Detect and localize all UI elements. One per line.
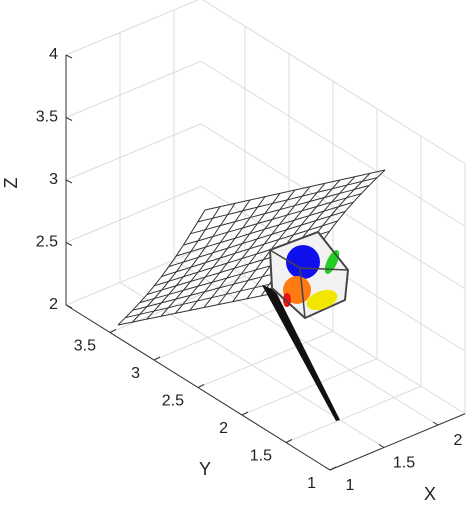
blue-ball bbox=[286, 245, 320, 279]
z-tick-label: 4 bbox=[49, 46, 58, 63]
labels: 2 2.5 3 3.5 4 1 1.5 2 2.5 3 3.5 1 1.5 2 Z Y X bbox=[1, 46, 463, 504]
tick-mark bbox=[65, 242, 73, 246]
tick-mark bbox=[285, 439, 293, 443]
z-tick-label: 2 bbox=[49, 296, 58, 313]
z-tick-label: 3.5 bbox=[36, 109, 58, 126]
mesh-line bbox=[190, 185, 370, 235]
x-tick-label: 2 bbox=[454, 432, 463, 449]
spike bbox=[262, 285, 340, 421]
tick-mark bbox=[65, 304, 73, 309]
axes bbox=[65, 0, 466, 471]
tick-mark bbox=[65, 179, 73, 184]
spike-shape bbox=[262, 285, 340, 421]
tick-mark bbox=[109, 329, 117, 333]
x-tick-label: 1 bbox=[346, 477, 355, 494]
tick-mark bbox=[378, 444, 385, 448]
y-tick-label: 2 bbox=[219, 420, 228, 437]
y-tick-label: 1 bbox=[307, 475, 316, 492]
y-tick-label: 1.5 bbox=[250, 448, 272, 465]
z-tick-label: 3 bbox=[49, 171, 58, 188]
cube bbox=[268, 230, 350, 320]
grid-line bbox=[65, 0, 200, 56]
tick-mark bbox=[65, 117, 73, 121]
green-disc bbox=[324, 250, 340, 274]
tick-mark bbox=[329, 466, 337, 471]
grid-line bbox=[197, 330, 334, 388]
grid-line bbox=[200, 248, 466, 415]
tick-mark bbox=[432, 421, 439, 426]
y-tick-label: 2.5 bbox=[162, 393, 184, 410]
grid-line bbox=[65, 248, 202, 306]
z-tick-label: 2.5 bbox=[36, 234, 58, 251]
grid-line bbox=[65, 185, 202, 243]
tick-mark bbox=[153, 356, 161, 361]
grid-line bbox=[200, 60, 466, 227]
z-axis-label: Z bbox=[1, 178, 21, 189]
y-tick-label: 3.5 bbox=[74, 338, 96, 355]
grid-line bbox=[153, 303, 290, 361]
grid-line bbox=[241, 358, 378, 416]
grid-line bbox=[200, 123, 466, 290]
y-tick-label: 3 bbox=[131, 365, 140, 382]
x-tick-label: 1.5 bbox=[393, 455, 415, 472]
grid-line bbox=[65, 123, 202, 181]
x-axis-label: X bbox=[424, 484, 436, 504]
grid-line bbox=[65, 60, 202, 118]
axis-line bbox=[329, 413, 466, 471]
mesh-line bbox=[204, 169, 386, 211]
tick-mark bbox=[324, 466, 331, 471]
tick-mark bbox=[65, 54, 73, 59]
mesh-line bbox=[197, 177, 378, 223]
grid-line bbox=[109, 275, 246, 333]
cube-edge bbox=[299, 267, 306, 319]
tick-mark bbox=[197, 384, 205, 388]
grid-line bbox=[285, 385, 422, 443]
y-axis-label: Y bbox=[199, 459, 211, 479]
yellow-disc bbox=[306, 289, 338, 311]
tick-mark bbox=[241, 411, 249, 416]
grid-line bbox=[202, 0, 466, 165]
surface-mesh bbox=[117, 169, 386, 326]
